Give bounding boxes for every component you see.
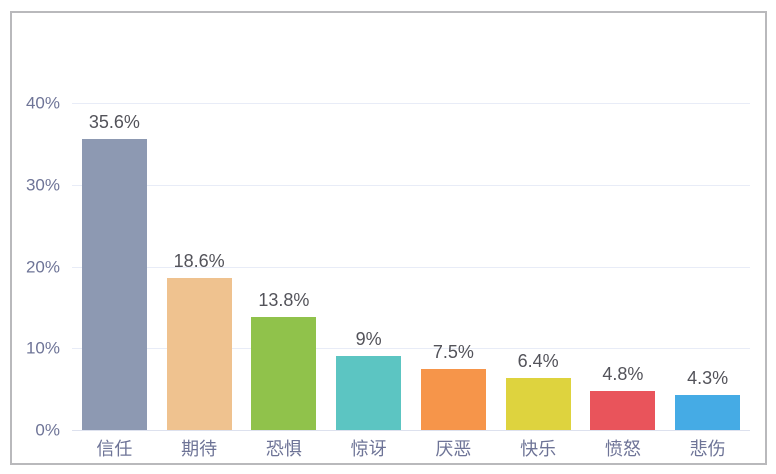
- x-axis-category-label: 愤怒: [604, 439, 641, 459]
- bar-信任: [81, 138, 147, 430]
- bar-value-label: 13.8%: [258, 290, 310, 311]
- bar-value-label: 6.4%: [517, 350, 559, 371]
- y-axis-tick-label: 0%: [35, 420, 60, 440]
- x-axis-category-label: 厌恶: [435, 439, 472, 459]
- chart-card: 0% 10% 20% 30% 40% 35.6% 信任 18.6% 期待 13.8% 恐惧 9% 惊讶 7…: [10, 11, 767, 465]
- x-axis-category-label: 期待: [181, 439, 218, 459]
- plot-area: 0% 10% 20% 30% 40% 35.6% 信任 18.6% 期待 13.8% 恐惧 9% 惊讶 7…: [26, 95, 750, 458]
- y-axis-tick-label: 40%: [25, 93, 60, 113]
- bar-快乐: [505, 377, 571, 430]
- x-axis-line: [72, 430, 750, 431]
- bar-悲伤: [675, 394, 741, 430]
- bar-恐惧: [251, 317, 317, 430]
- bar-愤怒: [590, 390, 656, 430]
- gridline: [72, 266, 750, 268]
- bar-厌恶: [420, 368, 486, 430]
- x-axis-category-label: 悲伤: [689, 439, 726, 459]
- bar-惊讶: [336, 356, 402, 430]
- y-axis-tick-label: 30%: [25, 175, 60, 195]
- gridline: [72, 103, 750, 104]
- bar-value-label: 9%: [355, 329, 382, 350]
- x-axis-category-label: 恐惧: [265, 439, 302, 459]
- bar-value-label: 7.5%: [432, 341, 474, 362]
- gridline: [72, 348, 750, 350]
- bar-value-label: 35.6%: [88, 111, 140, 132]
- x-axis-category-label: 信任: [96, 439, 133, 459]
- bar-期待: [166, 277, 232, 430]
- bar-value-label: 4.8%: [602, 363, 644, 384]
- gridline: [72, 184, 750, 186]
- x-axis-category-label: 惊讶: [350, 439, 387, 459]
- bar-value-label: 18.6%: [173, 250, 225, 271]
- y-axis-tick-label: 20%: [25, 257, 60, 276]
- y-axis-tick-label: 10%: [25, 338, 60, 358]
- bar-value-label: 4.3%: [687, 367, 729, 388]
- x-axis-category-label: 快乐: [520, 439, 557, 459]
